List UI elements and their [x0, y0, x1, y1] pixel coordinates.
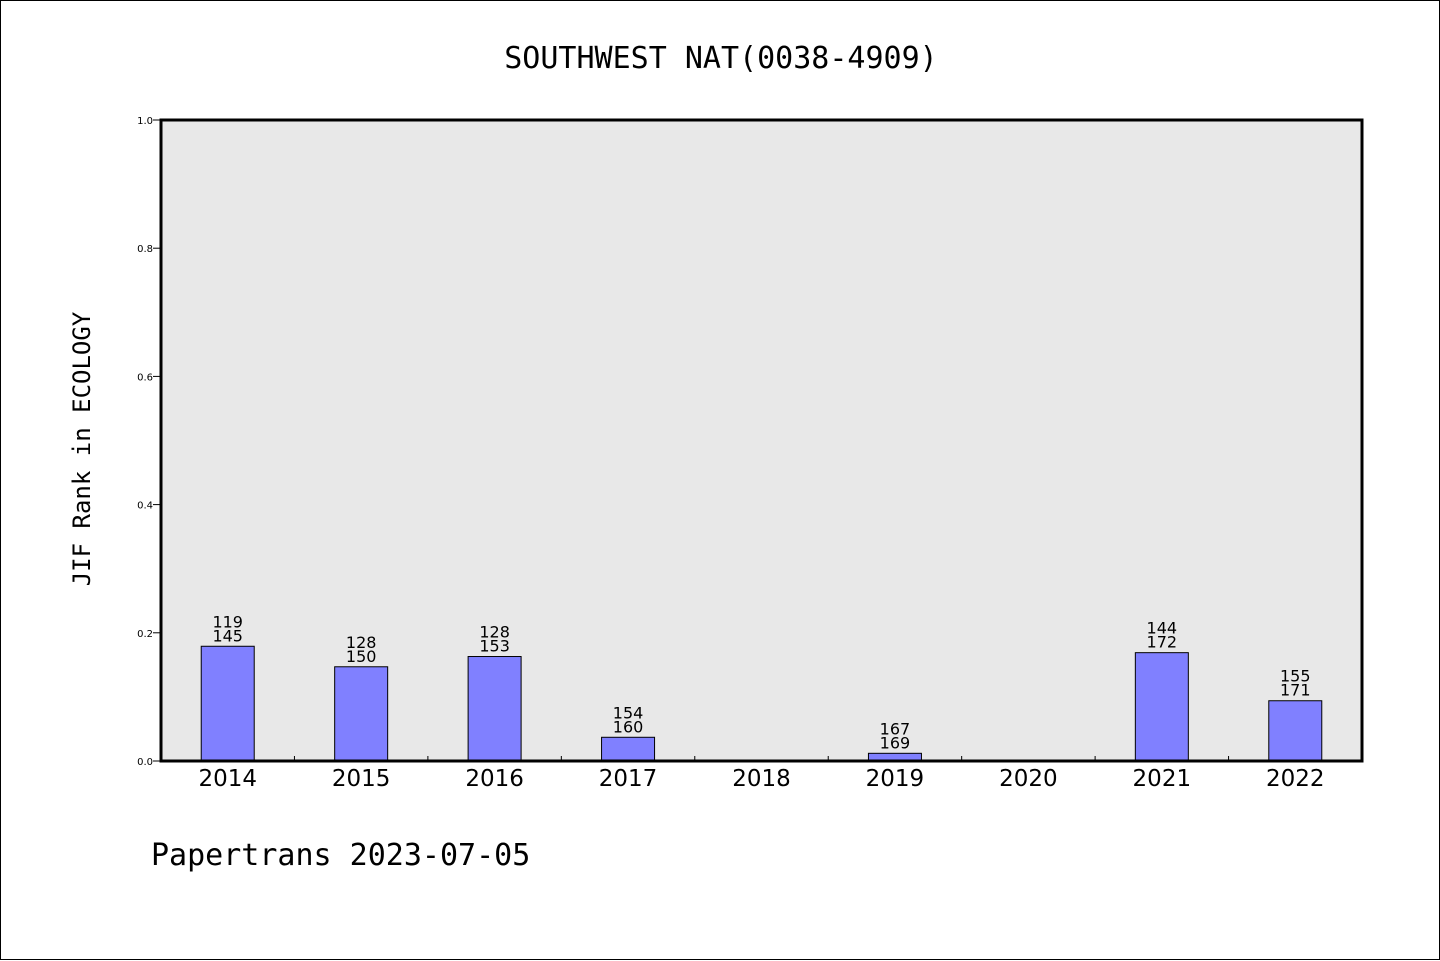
bar-label-bottom-2016: 153	[479, 637, 510, 656]
bar-2021	[1134, 652, 1189, 762]
bar-label-top-2016: 128	[479, 623, 510, 642]
bar-label-bottom-2021: 172	[1147, 633, 1178, 652]
x-tick-label-2014: 2014	[198, 766, 257, 792]
bar-label-bottom-2017: 160	[613, 717, 644, 736]
bar-label-bottom-2014: 145	[212, 626, 243, 645]
y-tick-label: 0.0	[137, 757, 153, 768]
x-tick-label-2015: 2015	[332, 766, 391, 792]
bar-label-top-2021: 144	[1147, 619, 1178, 638]
x-tick-label-2020: 2020	[999, 766, 1058, 792]
chart-title: SOUTHWEST NAT(0038-4909)	[504, 41, 937, 76]
x-tick-label-2017: 2017	[599, 766, 658, 792]
plot-border	[159, 118, 1364, 763]
x-tick-label-2019: 2019	[866, 766, 925, 792]
x-tick-label-2022: 2022	[1266, 766, 1325, 792]
bar-2014	[200, 645, 255, 762]
y-tick-label: 1.0	[137, 116, 153, 127]
y-tick-label: 0.4	[137, 501, 153, 512]
bar-label-bottom-2019: 169	[880, 733, 911, 752]
x-axis-ticks: 2014 2015 2016 2017 2018 2019 2020 2021 2022	[198, 756, 1325, 792]
x-tick-label-2016: 2016	[465, 766, 524, 792]
footer-credit: Papertrans 2023-07-05	[151, 838, 530, 873]
bar-label-top-2022: 155	[1280, 667, 1311, 686]
bar-2015	[334, 666, 389, 762]
y-tick-label: 0.2	[137, 629, 153, 640]
bar-2017	[601, 736, 656, 762]
x-tick-label-2021: 2021	[1133, 766, 1192, 792]
x-tick-label-2018: 2018	[732, 766, 791, 792]
y-tick-label: 0.6	[137, 372, 153, 383]
bar-label-bottom-2022: 171	[1280, 681, 1311, 700]
bar-label-top-2015: 128	[346, 633, 377, 652]
y-axis-ticks: 0.0 0.2 0.4 0.6 0.8 1.0	[137, 116, 161, 768]
bar-2016	[467, 656, 522, 762]
bar-label-top-2019: 167	[880, 719, 911, 738]
bar-label-top-2014: 119	[212, 612, 243, 631]
bar-label-bottom-2015: 150	[346, 647, 377, 666]
y-tick-label: 0.8	[137, 244, 153, 255]
bar-2022	[1268, 700, 1323, 762]
y-axis-label: JIF Rank in ECOLOGY	[68, 311, 96, 586]
bar-label-top-2017: 154	[613, 703, 644, 722]
